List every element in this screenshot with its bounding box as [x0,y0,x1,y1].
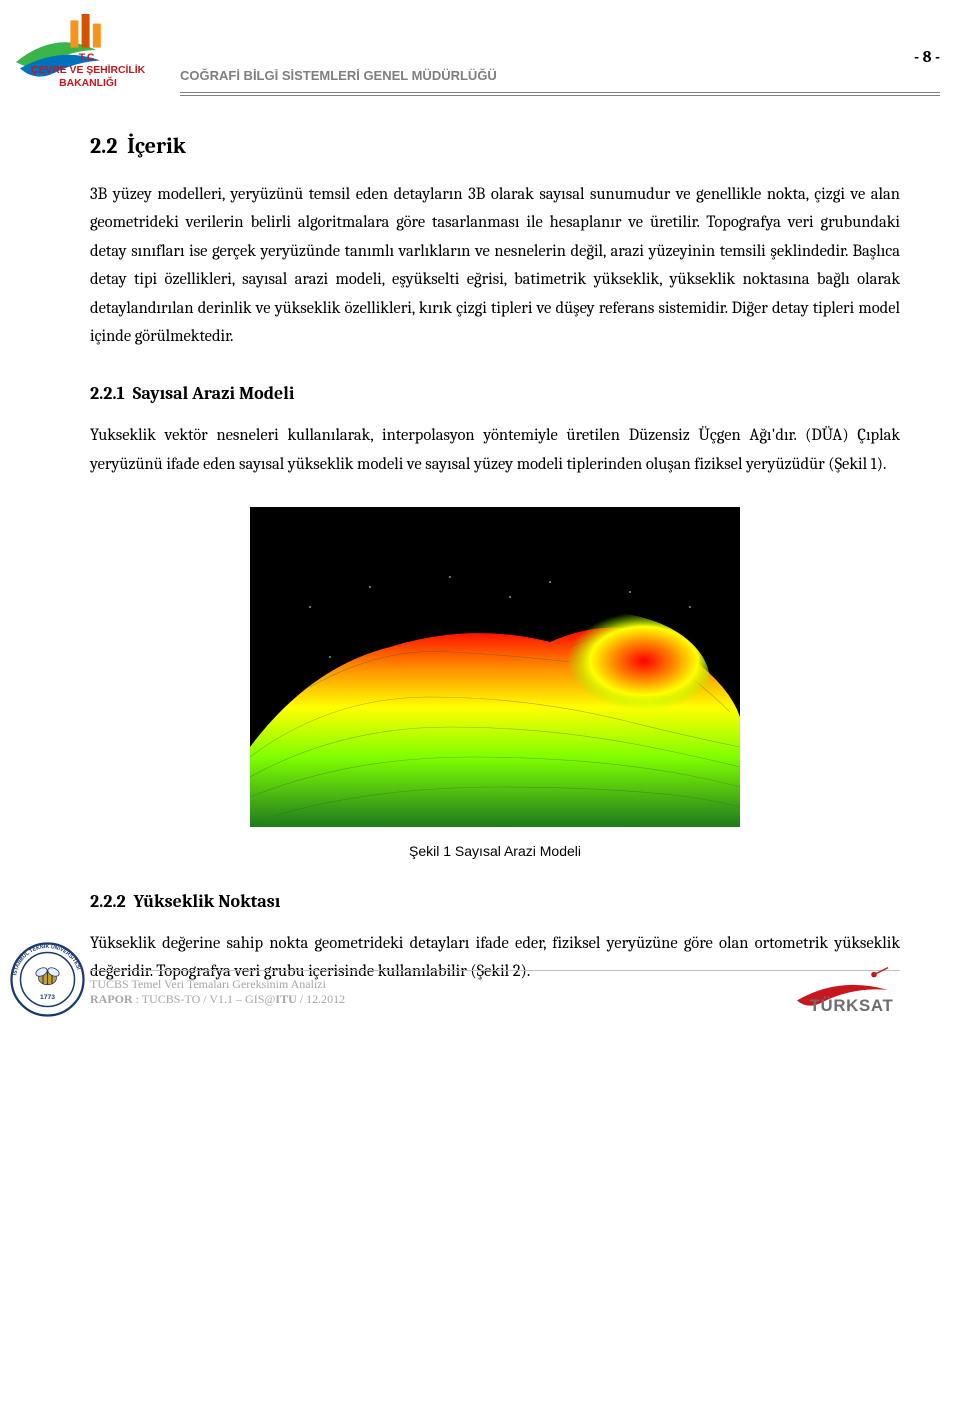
svg-text:1773: 1773 [40,994,55,1001]
footer-code: TUCBS-TO / V1.1 – GIS@ [142,992,276,1006]
section-2-2-number: 2.2 [90,133,117,159]
footer-date: / 12.2012 [297,992,345,1006]
footer-line-1: TUCBS Temel Veri Temaları Gereksinim Ana… [90,977,900,992]
page-number: - 8 - [914,48,940,66]
ministry-logo: T.C. ÇEVRE VE ŞEHİRCİLİK BAKANLIĞI [8,6,168,106]
section-2-2-2-number: 2.2.2 [90,891,126,912]
figure-1-caption: Şekil 1 Sayısal Arazi Modeli [250,843,740,859]
footer-line-2: RAPOR : TUCBS-TO / V1.1 – GIS@ITU / 12.2… [90,992,900,1007]
svg-text:TÜRKSAT: TÜRKSAT [810,996,894,1015]
header-institution-title: COĞRAFİ BİLGİ SİSTEMLERİ GENEL MÜDÜRLÜĞÜ [180,68,497,83]
section-2-2-paragraph: 3B yüzey modelleri, yeryüzünü temsil ede… [90,181,900,351]
page-footer: TUCBS Temel Veri Temaları Gereksinim Ana… [90,970,900,1007]
itu-seal-icon: İSTANBUL TEKNİK ÜNİVERSİTESİ 1773 [10,942,85,1017]
ministry-tc-text: T.C. [79,52,98,63]
section-2-2-1-heading: 2.2.1 Sayısal Arazi Modeli [90,383,900,404]
footer-rapor-label: RAPOR [90,992,133,1006]
section-2-2-1-title: Sayısal Arazi Modeli [133,383,295,404]
section-2-2-title: İçerik [127,133,186,159]
turksat-logo-icon: TÜRKSAT [790,962,930,1018]
turksat-logo: TÜRKSAT [790,962,930,1022]
figure-1-image [250,507,740,827]
footer-itu: ITU [275,992,296,1006]
ministry-logo-svg: T.C. ÇEVRE VE ŞEHİRCİLİK BAKANLIĞI [8,6,168,102]
page-header: T.C. ÇEVRE VE ŞEHİRCİLİK BAKANLIĞI COĞRA… [90,20,900,115]
section-2-2-2-title: Yükseklik Noktası [134,891,281,912]
section-2-2-2-heading: 2.2.2 Yükseklik Noktası [90,891,900,912]
section-2-2-1-number: 2.2.1 [90,383,125,404]
section-2-2-heading: 2.2 İçerik [90,133,900,159]
section-2-2-1-paragraph: Yukseklik vektör nesneleri kullanılarak,… [90,422,900,479]
figure-1: Şekil 1 Sayısal Arazi Modeli [250,507,740,859]
ministry-name-1: ÇEVRE VE ŞEHİRCİLİK [31,63,146,76]
footer-rule [90,970,900,971]
header-rule [180,92,940,96]
ministry-name-2: BAKANLIĞI [59,76,117,89]
footer-sep: : [133,992,142,1006]
itu-seal-logo: İSTANBUL TEKNİK ÜNİVERSİTESİ 1773 [10,942,85,1017]
terrain-3d-icon [250,547,740,827]
